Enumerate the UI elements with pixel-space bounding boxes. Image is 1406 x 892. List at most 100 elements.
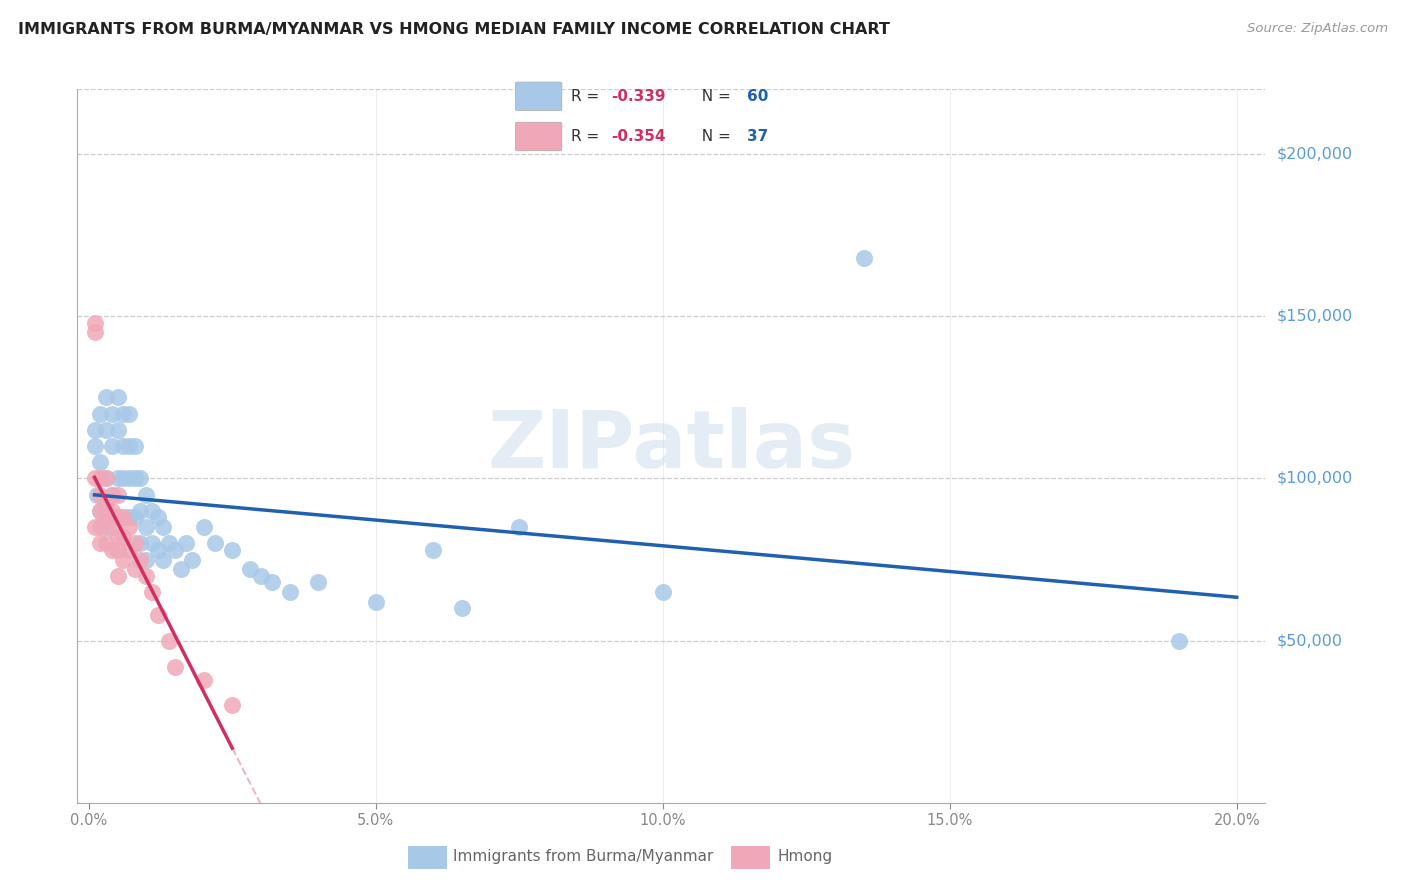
Point xyxy=(107,423,129,437)
Point xyxy=(100,439,122,453)
Point xyxy=(112,439,135,453)
Point xyxy=(181,552,204,566)
Point xyxy=(129,471,152,485)
Text: N =: N = xyxy=(692,89,735,103)
Text: $100,000: $100,000 xyxy=(1277,471,1353,486)
Point xyxy=(89,504,111,518)
Text: Source: ZipAtlas.com: Source: ZipAtlas.com xyxy=(1247,22,1388,36)
Point xyxy=(508,520,530,534)
Point xyxy=(451,601,474,615)
Point xyxy=(89,471,111,485)
Point xyxy=(118,520,141,534)
Point xyxy=(112,471,135,485)
Point xyxy=(250,568,273,582)
Point xyxy=(146,510,169,524)
Point xyxy=(135,488,157,502)
Point xyxy=(112,510,135,524)
Text: $150,000: $150,000 xyxy=(1277,309,1353,324)
Point xyxy=(129,536,152,550)
Point xyxy=(238,562,260,576)
Point xyxy=(89,504,111,518)
Point xyxy=(118,407,141,421)
Point xyxy=(124,471,146,485)
Point xyxy=(94,423,117,437)
Point xyxy=(107,488,129,502)
Point xyxy=(94,471,117,485)
Point xyxy=(307,575,329,590)
Point xyxy=(176,536,198,550)
Point xyxy=(94,536,117,550)
Point xyxy=(100,520,122,534)
Point xyxy=(124,536,146,550)
Point xyxy=(118,471,141,485)
Point xyxy=(89,520,111,534)
Point xyxy=(107,530,129,544)
Point xyxy=(124,510,146,524)
Point xyxy=(124,562,146,576)
Text: Immigrants from Burma/Myanmar: Immigrants from Burma/Myanmar xyxy=(453,849,713,863)
Point xyxy=(146,607,169,622)
Text: $200,000: $200,000 xyxy=(1277,146,1353,161)
Point xyxy=(100,504,122,518)
Point xyxy=(100,488,122,502)
FancyBboxPatch shape xyxy=(516,122,562,151)
Point xyxy=(651,585,673,599)
Point xyxy=(89,536,111,550)
Point xyxy=(83,471,105,485)
Point xyxy=(107,471,129,485)
Point xyxy=(169,562,191,576)
Point xyxy=(83,316,105,330)
Point xyxy=(112,510,135,524)
Point xyxy=(83,520,105,534)
Point xyxy=(129,504,152,518)
Point xyxy=(193,673,215,687)
Point xyxy=(193,520,215,534)
Point xyxy=(141,504,163,518)
Point xyxy=(278,585,301,599)
Point xyxy=(94,520,117,534)
Point xyxy=(107,542,129,557)
Point xyxy=(83,423,105,437)
Point xyxy=(107,510,129,524)
Point xyxy=(107,568,129,582)
Point xyxy=(124,439,146,453)
Point xyxy=(94,497,117,511)
Point xyxy=(135,568,157,582)
Text: -0.339: -0.339 xyxy=(612,89,666,103)
Point xyxy=(100,407,122,421)
Point xyxy=(152,520,174,534)
Point xyxy=(135,520,157,534)
Point xyxy=(86,488,108,502)
Point xyxy=(152,552,174,566)
Point xyxy=(204,536,226,550)
Point xyxy=(118,510,141,524)
Point xyxy=(221,698,243,713)
Point xyxy=(422,542,444,557)
Point xyxy=(100,542,122,557)
Point xyxy=(163,659,186,673)
Point xyxy=(100,488,122,502)
FancyBboxPatch shape xyxy=(516,82,562,111)
Point xyxy=(163,542,186,557)
Point xyxy=(118,542,141,557)
Text: -0.354: -0.354 xyxy=(612,129,666,144)
Point xyxy=(141,585,163,599)
Point xyxy=(141,536,163,550)
Point xyxy=(157,633,180,648)
Point xyxy=(1168,633,1191,648)
Text: Hmong: Hmong xyxy=(778,849,832,863)
Point xyxy=(364,595,387,609)
Point xyxy=(83,439,105,453)
Point xyxy=(146,542,169,557)
Point xyxy=(89,488,111,502)
Point xyxy=(89,407,111,421)
Text: R =: R = xyxy=(571,89,605,103)
Point xyxy=(94,510,117,524)
Point xyxy=(112,552,135,566)
Point xyxy=(94,471,117,485)
Text: IMMIGRANTS FROM BURMA/MYANMAR VS HMONG MEDIAN FAMILY INCOME CORRELATION CHART: IMMIGRANTS FROM BURMA/MYANMAR VS HMONG M… xyxy=(18,22,890,37)
Text: $50,000: $50,000 xyxy=(1277,633,1343,648)
Text: 60: 60 xyxy=(748,89,769,103)
Point xyxy=(112,530,135,544)
Point xyxy=(135,552,157,566)
